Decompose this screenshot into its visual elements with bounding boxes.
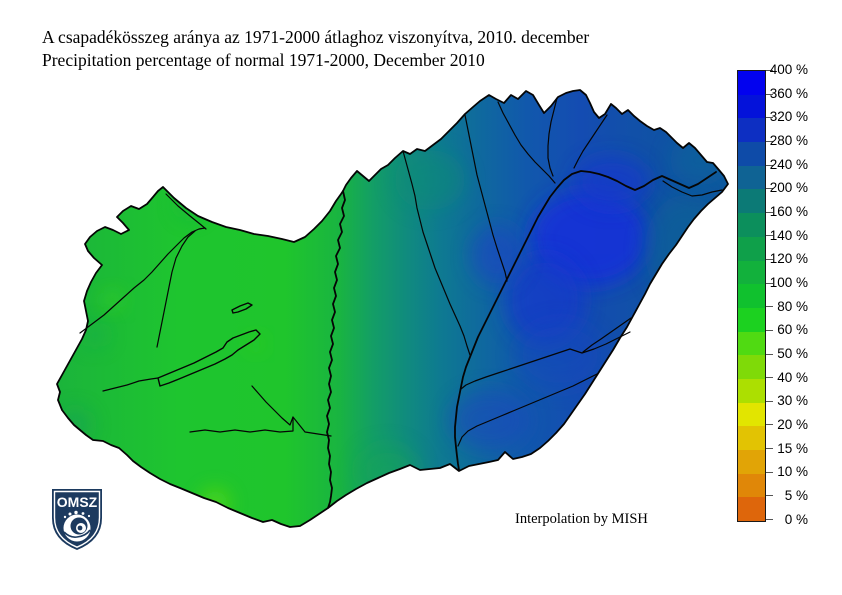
legend-band [738, 71, 765, 95]
legend-label: 280 % [769, 133, 808, 149]
legend-label: 160 % [769, 204, 808, 220]
legend-label: 240 % [769, 156, 808, 172]
maros-river [457, 373, 598, 447]
title-block: A csapadékösszeg aránya az 1971-2000 átl… [42, 26, 589, 72]
koros-river [460, 331, 631, 390]
legend-label: 320 % [769, 109, 808, 125]
legend-band [738, 165, 765, 190]
lake-velence [231, 302, 253, 314]
legend-label: 15 % [777, 440, 808, 456]
wave-emblem [63, 510, 91, 542]
zala-river [102, 377, 159, 392]
lake-balaton [157, 329, 261, 387]
legend-band [738, 473, 765, 498]
szamos-river [662, 180, 723, 197]
legend-label: 40 % [777, 369, 808, 385]
legend-label: 80 % [777, 298, 808, 314]
legend-label: 200 % [769, 180, 808, 196]
legend-band [738, 307, 765, 332]
marcal-river [156, 230, 196, 348]
sio-river [251, 385, 294, 426]
precipitation-field [57, 90, 728, 527]
legend-band [738, 236, 765, 261]
bodrog-river [573, 114, 608, 169]
legend-label: 100 % [769, 275, 808, 291]
legend-label: 120 % [769, 251, 808, 267]
legend-band [738, 497, 765, 522]
danube-river [326, 190, 346, 509]
legend-label: 140 % [769, 227, 808, 243]
interpolation-annotation: Interpolation by MISH [515, 511, 648, 527]
title-hungarian: A csapadékösszeg aránya az 1971-2000 átl… [42, 27, 590, 47]
legend-label: 400 % [769, 62, 808, 77]
omsz-logo-text: OMSZ [57, 494, 98, 510]
lakes [157, 302, 261, 387]
legend-band [738, 355, 765, 379]
legend-band [738, 94, 765, 119]
legend-band [738, 189, 765, 214]
sajo-river [497, 101, 556, 184]
legend-band [738, 331, 765, 356]
legend-label: 10 % [777, 464, 808, 480]
eger-river [464, 114, 508, 282]
legend-band [738, 426, 765, 450]
legend-label: 360 % [769, 85, 808, 101]
legend-band [738, 118, 765, 143]
tisza-river [454, 170, 717, 471]
legend-labels: 400 % 360 % 320 % 280 % 240 % 200 % 160 … [768, 63, 808, 527]
legend-band [738, 260, 765, 285]
sebes-koros-river [582, 317, 632, 353]
legend-band [738, 450, 765, 474]
legend-label: 30 % [777, 393, 808, 409]
legend-band [738, 213, 765, 237]
raba-river [79, 227, 206, 334]
legend-band [738, 284, 765, 308]
legend-color-bar [737, 70, 766, 522]
legend-band [738, 142, 765, 166]
river-network [79, 97, 723, 509]
zagyva-river [402, 150, 471, 356]
kapos-river [189, 416, 332, 437]
legend-label: 50 % [777, 346, 808, 362]
legend-label: 5 % [784, 488, 808, 504]
mosoni-danube [165, 193, 207, 230]
omsz-shield: OMSZ [52, 489, 102, 550]
legend-band [738, 378, 765, 403]
title-english: Precipitation percentage of normal 1971-… [42, 50, 485, 70]
omsz-logo: OMSZ [50, 486, 104, 552]
legend-band [738, 402, 765, 427]
low-precipitation-spot [202, 490, 228, 516]
legend-label: 20 % [777, 417, 808, 433]
hungary-border [56, 89, 729, 528]
legend-ticks [766, 70, 773, 520]
legend-label: 0 % [784, 511, 808, 527]
legend-label: 60 % [777, 322, 808, 338]
hernad-river [547, 97, 558, 177]
